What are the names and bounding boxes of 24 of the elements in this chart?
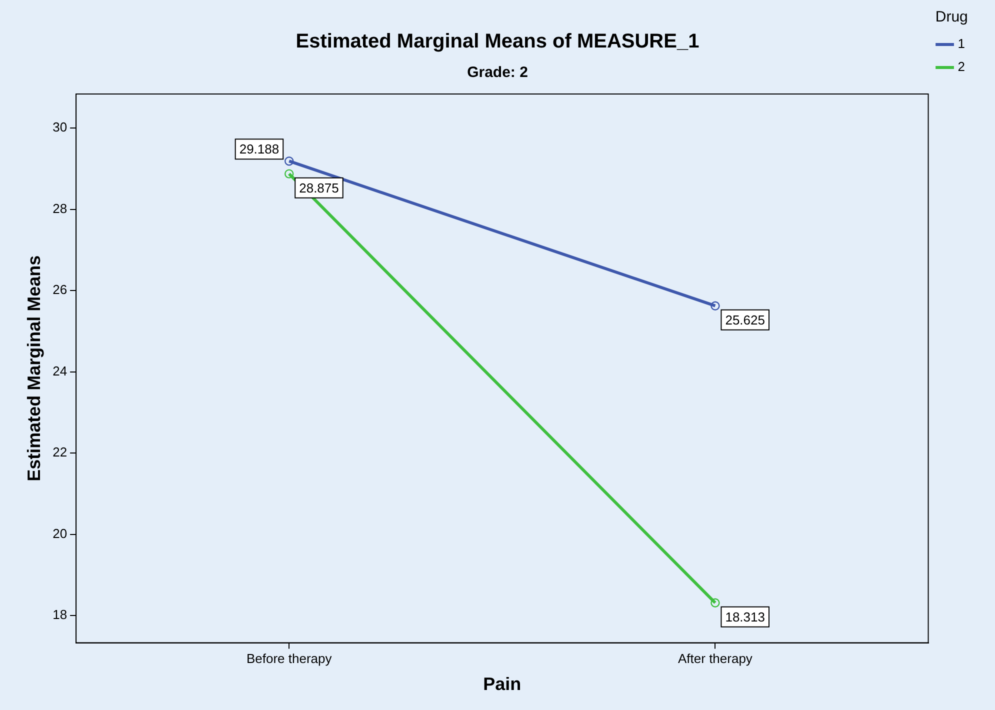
y-tick-label: 20 bbox=[52, 526, 68, 541]
y-tick-label: 24 bbox=[52, 363, 68, 378]
chart-subtitle: Grade: 2 bbox=[467, 64, 528, 82]
y-tick-label: 28 bbox=[52, 200, 68, 216]
y-axis-title: Estimated Marginal Means bbox=[24, 255, 44, 482]
data-label: 28.875 bbox=[299, 180, 339, 196]
y-tick-label: 30 bbox=[52, 120, 68, 135]
point bbox=[710, 598, 720, 608]
point bbox=[284, 169, 294, 178]
x-tick-label: Before therapy bbox=[246, 651, 332, 666]
legend-label: 1 bbox=[958, 36, 966, 52]
point bbox=[284, 156, 294, 166]
chart-title: Estimated Marginal Means of MEASURE_1 bbox=[296, 30, 700, 53]
x-tick-label: After therapy bbox=[678, 651, 753, 666]
legend-label: 2 bbox=[958, 59, 966, 74]
y-tick-label: 26 bbox=[52, 282, 68, 298]
x-axis-title: Pain bbox=[483, 674, 522, 694]
data-label: 25.625 bbox=[725, 312, 765, 328]
data-label: 18.313 bbox=[725, 609, 765, 624]
point bbox=[710, 301, 720, 310]
data-label: 29.188 bbox=[239, 142, 280, 157]
y-tick-label: 18 bbox=[52, 607, 68, 622]
y-tick-label: 22 bbox=[52, 444, 68, 460]
legend-title: Drug bbox=[935, 8, 968, 26]
